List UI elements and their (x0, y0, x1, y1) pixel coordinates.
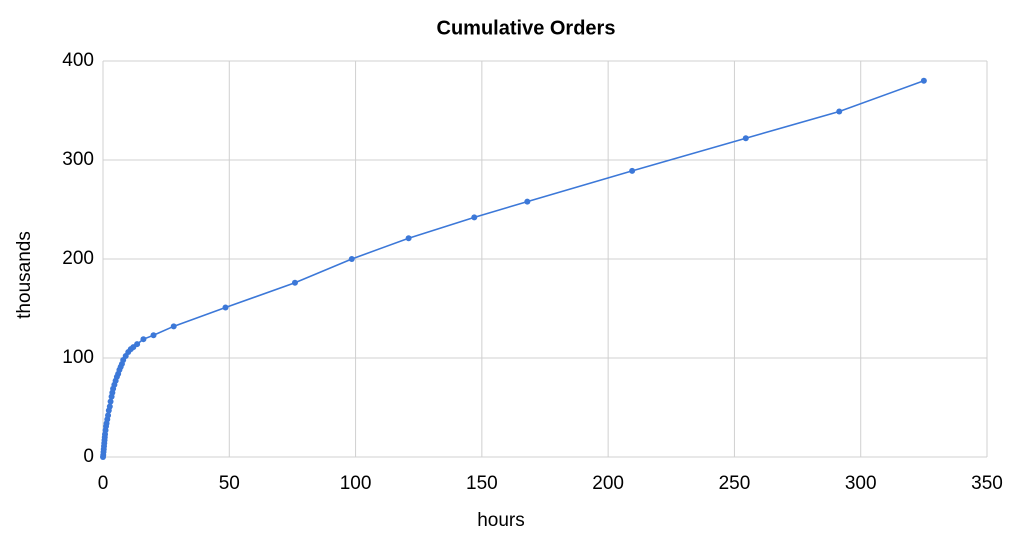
x-axis-label: hours (477, 510, 525, 531)
point (140, 336, 147, 343)
point (134, 341, 141, 348)
point (107, 398, 114, 405)
x-tick-label: 50 (219, 473, 240, 494)
point (920, 77, 927, 84)
point (742, 135, 749, 142)
y-tick-label: 0 (83, 446, 94, 467)
point (524, 198, 531, 205)
point (836, 108, 843, 115)
x-tick-label: 350 (971, 473, 1003, 494)
chart-title: Cumulative Orders (437, 17, 616, 39)
point (291, 279, 298, 286)
point (170, 323, 177, 330)
x-tick-label: 0 (98, 473, 109, 494)
y-tick-label: 300 (62, 149, 94, 170)
point (348, 256, 355, 262)
x-tick-label: 300 (845, 473, 877, 494)
y-axis-label: thousands (14, 231, 35, 319)
point (106, 403, 113, 410)
y-tick-label: 400 (62, 50, 94, 71)
point (471, 214, 478, 221)
point (105, 412, 112, 419)
line (102, 80, 925, 458)
point (150, 332, 157, 339)
point (222, 304, 229, 311)
y-tick-label: 100 (62, 347, 94, 368)
point (405, 235, 412, 242)
x-tick-label: 200 (592, 473, 624, 494)
x-tick-label: 250 (719, 473, 751, 494)
point (629, 167, 636, 174)
x-tick-label: 100 (340, 473, 372, 494)
x-tick-label: 150 (466, 473, 498, 494)
y-tick-label: 200 (62, 248, 94, 269)
